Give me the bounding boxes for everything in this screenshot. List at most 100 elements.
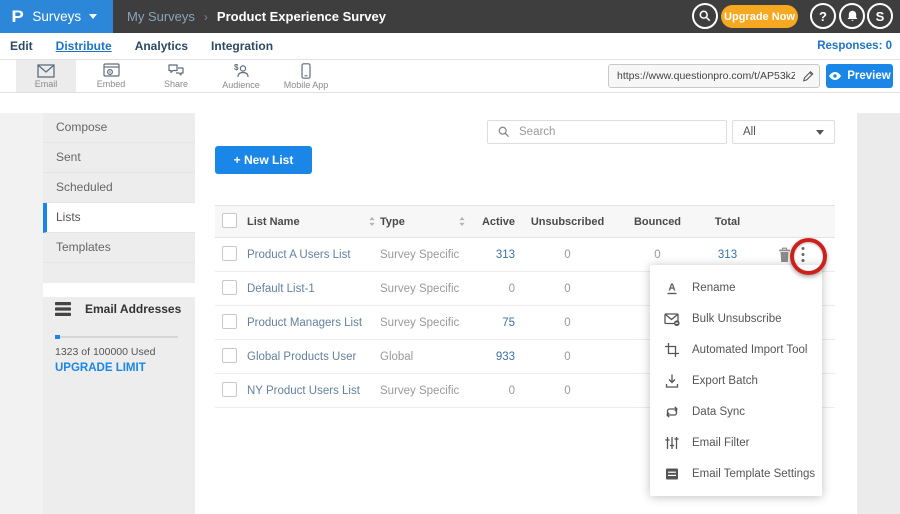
survey-url-field[interactable] — [608, 64, 820, 88]
sidebar-item-compose[interactable]: Compose — [43, 113, 195, 143]
channel-tab-embed[interactable]: Embed — [81, 60, 141, 92]
app-window: P Surveys My Surveys › Product Experienc… — [0, 0, 900, 514]
email-sidebar: Compose Sent Scheduled Lists Templates E… — [43, 113, 195, 514]
list-type: Survey Specific — [380, 283, 470, 295]
list-name-link[interactable]: Product Managers List — [247, 317, 362, 329]
row-checkbox[interactable] — [222, 280, 237, 295]
page-title: Product Experience Survey — [217, 9, 386, 24]
annotation-red-circle — [790, 238, 827, 275]
active-count[interactable]: 0 — [470, 385, 515, 397]
row-checkbox[interactable] — [222, 348, 237, 363]
questionpro-logo-icon: P — [11, 7, 23, 27]
survey-url-input[interactable] — [609, 70, 797, 82]
user-avatar[interactable]: S — [867, 3, 893, 29]
search-icon[interactable] — [692, 3, 718, 29]
email-filter-icon — [664, 435, 680, 451]
chevron-down-icon — [89, 14, 97, 19]
row-checkbox[interactable] — [222, 382, 237, 397]
menu-item-automated-import-tool[interactable]: Automated Import Tool — [650, 334, 822, 365]
new-list-button[interactable]: + New List — [215, 146, 312, 174]
email-template-settings-icon — [664, 466, 680, 482]
right-margin — [857, 113, 900, 514]
notifications-bell-icon[interactable] — [839, 3, 865, 29]
list-type: Global — [380, 351, 470, 363]
data-sync-icon — [664, 404, 680, 420]
active-count[interactable]: 933 — [470, 351, 515, 363]
sort-icon[interactable] — [458, 216, 466, 227]
channel-tab-email[interactable]: Email — [16, 60, 76, 92]
usage-text: 1323 of 100000 Used — [55, 346, 155, 358]
col-bounced: Bounced — [620, 216, 695, 228]
search-input[interactable] — [517, 125, 726, 139]
table-header: List Name Type Active Unsubscribed Bounc… — [215, 205, 835, 238]
edit-url-pencil-icon[interactable] — [797, 70, 819, 82]
email-icon — [37, 64, 55, 78]
preview-button[interactable]: Preview — [826, 64, 893, 88]
col-type: Type — [380, 216, 405, 228]
sidebar-item-templates[interactable]: Templates — [43, 233, 195, 263]
survey-nav: Edit Distribute Analytics Integration Re… — [0, 33, 900, 60]
active-count[interactable]: 75 — [470, 317, 515, 329]
row-context-menu: A Rename Bulk Unsubscribe Automated Impo… — [650, 265, 822, 496]
col-total: Total — [695, 216, 760, 228]
channel-tab-mobile-app[interactable]: Mobile App — [276, 60, 336, 92]
product-switcher-label: Surveys — [32, 9, 81, 24]
top-bar: P Surveys My Surveys › Product Experienc… — [0, 0, 900, 33]
row-checkbox[interactable] — [222, 246, 237, 261]
unsubscribed-count: 0 — [515, 249, 620, 261]
breadcrumb-separator: › — [204, 10, 208, 24]
bulk-unsubscribe-icon — [664, 311, 680, 327]
tab-integration[interactable]: Integration — [211, 39, 273, 53]
mobile-app-icon — [297, 63, 315, 79]
list-type: Survey Specific — [380, 317, 470, 329]
menu-item-data-sync[interactable]: Data Sync — [650, 396, 822, 427]
list-type: Survey Specific — [380, 385, 470, 397]
breadcrumb-parent[interactable]: My Surveys — [127, 9, 195, 24]
list-name-link[interactable]: Default List-1 — [247, 283, 315, 295]
rename-icon: A — [664, 280, 680, 296]
sidebar-item-sent[interactable]: Sent — [43, 143, 195, 173]
sort-icon[interactable] — [368, 216, 376, 227]
tab-distribute[interactable]: Distribute — [56, 39, 112, 53]
help-icon[interactable]: ? — [810, 3, 836, 29]
menu-item-bulk-unsubscribe[interactable]: Bulk Unsubscribe — [650, 303, 822, 334]
active-count[interactable]: 313 — [470, 249, 515, 261]
tab-analytics[interactable]: Analytics — [135, 39, 188, 53]
email-addresses-title: Email Addresses — [85, 302, 181, 316]
channel-tab-audience[interactable]: $ Audience — [211, 60, 271, 92]
chevron-down-icon — [816, 130, 824, 135]
product-switcher[interactable]: P Surveys — [0, 0, 113, 33]
email-addresses-icon — [55, 302, 71, 316]
automated-import-icon — [664, 342, 680, 358]
sidebar-divider — [43, 283, 195, 297]
breadcrumb: My Surveys › Product Experience Survey — [127, 0, 386, 33]
upgrade-now-button[interactable]: Upgrade Now — [721, 5, 798, 28]
menu-item-export-batch[interactable]: Export Batch — [650, 365, 822, 396]
channel-tab-share[interactable]: Share — [146, 60, 206, 92]
total-count[interactable]: 313 — [695, 249, 760, 261]
content-area: Compose Sent Scheduled Lists Templates E… — [0, 93, 900, 514]
unsubscribed-count: 0 — [515, 317, 620, 329]
list-name-link[interactable]: NY Product Users List — [247, 385, 360, 397]
col-active: Active — [470, 216, 515, 228]
audience-icon: $ — [232, 63, 250, 79]
menu-item-email-filter[interactable]: Email Filter — [650, 427, 822, 458]
unsubscribed-count: 0 — [515, 385, 620, 397]
unsubscribed-count: 0 — [515, 351, 620, 363]
responses-count[interactable]: Responses: 0 — [817, 40, 900, 52]
tab-edit[interactable]: Edit — [10, 39, 33, 53]
menu-item-rename[interactable]: A Rename — [650, 272, 822, 303]
embed-icon — [103, 63, 120, 78]
select-all-checkbox[interactable] — [222, 213, 237, 228]
sidebar-item-lists[interactable]: Lists — [43, 203, 195, 233]
list-filter-dropdown[interactable]: All — [732, 120, 835, 144]
col-list-name: List Name — [247, 216, 300, 228]
row-checkbox[interactable] — [222, 314, 237, 329]
list-search-field[interactable] — [487, 120, 727, 144]
menu-item-email-template-settings[interactable]: Email Template Settings — [650, 458, 822, 489]
list-name-link[interactable]: Global Products User — [247, 351, 356, 363]
list-name-link[interactable]: Product A Users List — [247, 249, 351, 261]
sidebar-item-scheduled[interactable]: Scheduled — [43, 173, 195, 203]
active-count[interactable]: 0 — [470, 283, 515, 295]
upgrade-limit-link[interactable]: UPGRADE LIMIT — [55, 362, 146, 374]
